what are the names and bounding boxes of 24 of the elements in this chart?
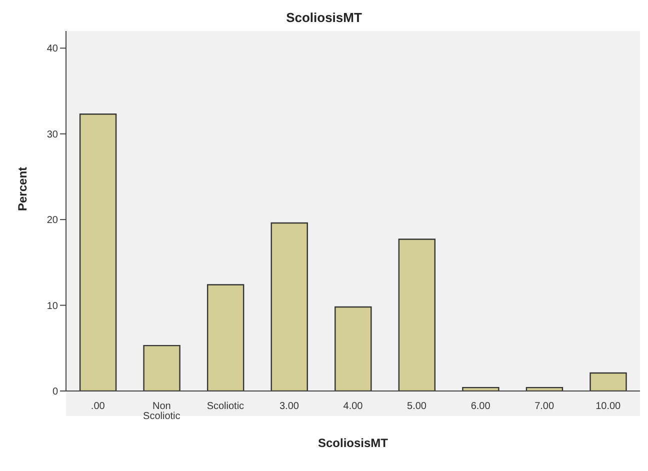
bar xyxy=(270,222,308,391)
bar xyxy=(590,372,627,391)
x-tick-label: Non Scoliotic xyxy=(143,401,180,422)
bar xyxy=(79,114,117,391)
x-tick-label: 7.00 xyxy=(534,401,554,412)
y-tick-label: 10 xyxy=(46,300,58,312)
bar xyxy=(398,238,436,391)
y-tick-label: 0 xyxy=(52,386,58,398)
x-tick-label: 3.00 xyxy=(279,401,300,412)
x-tick-label: .00 xyxy=(90,401,106,412)
chart-title: ScoliosisMT xyxy=(285,10,363,25)
x-axis-title: ScoliosisMT xyxy=(318,436,389,450)
x-tick-label: 5.00 xyxy=(407,401,427,412)
y-axis-title: Percent xyxy=(15,166,30,211)
x-tick-label: Scoliotic xyxy=(206,401,244,412)
x-tick-label: 4.00 xyxy=(343,401,364,412)
y-tick-label: 30 xyxy=(46,129,58,140)
x-tick-label: 10.00 xyxy=(596,401,622,412)
y-tick-label: 20 xyxy=(46,215,58,226)
bar xyxy=(334,306,372,391)
bar xyxy=(143,344,180,391)
x-tick-label: 6.00 xyxy=(470,401,491,412)
y-tick-label: 40 xyxy=(46,44,58,55)
bar xyxy=(206,284,244,391)
